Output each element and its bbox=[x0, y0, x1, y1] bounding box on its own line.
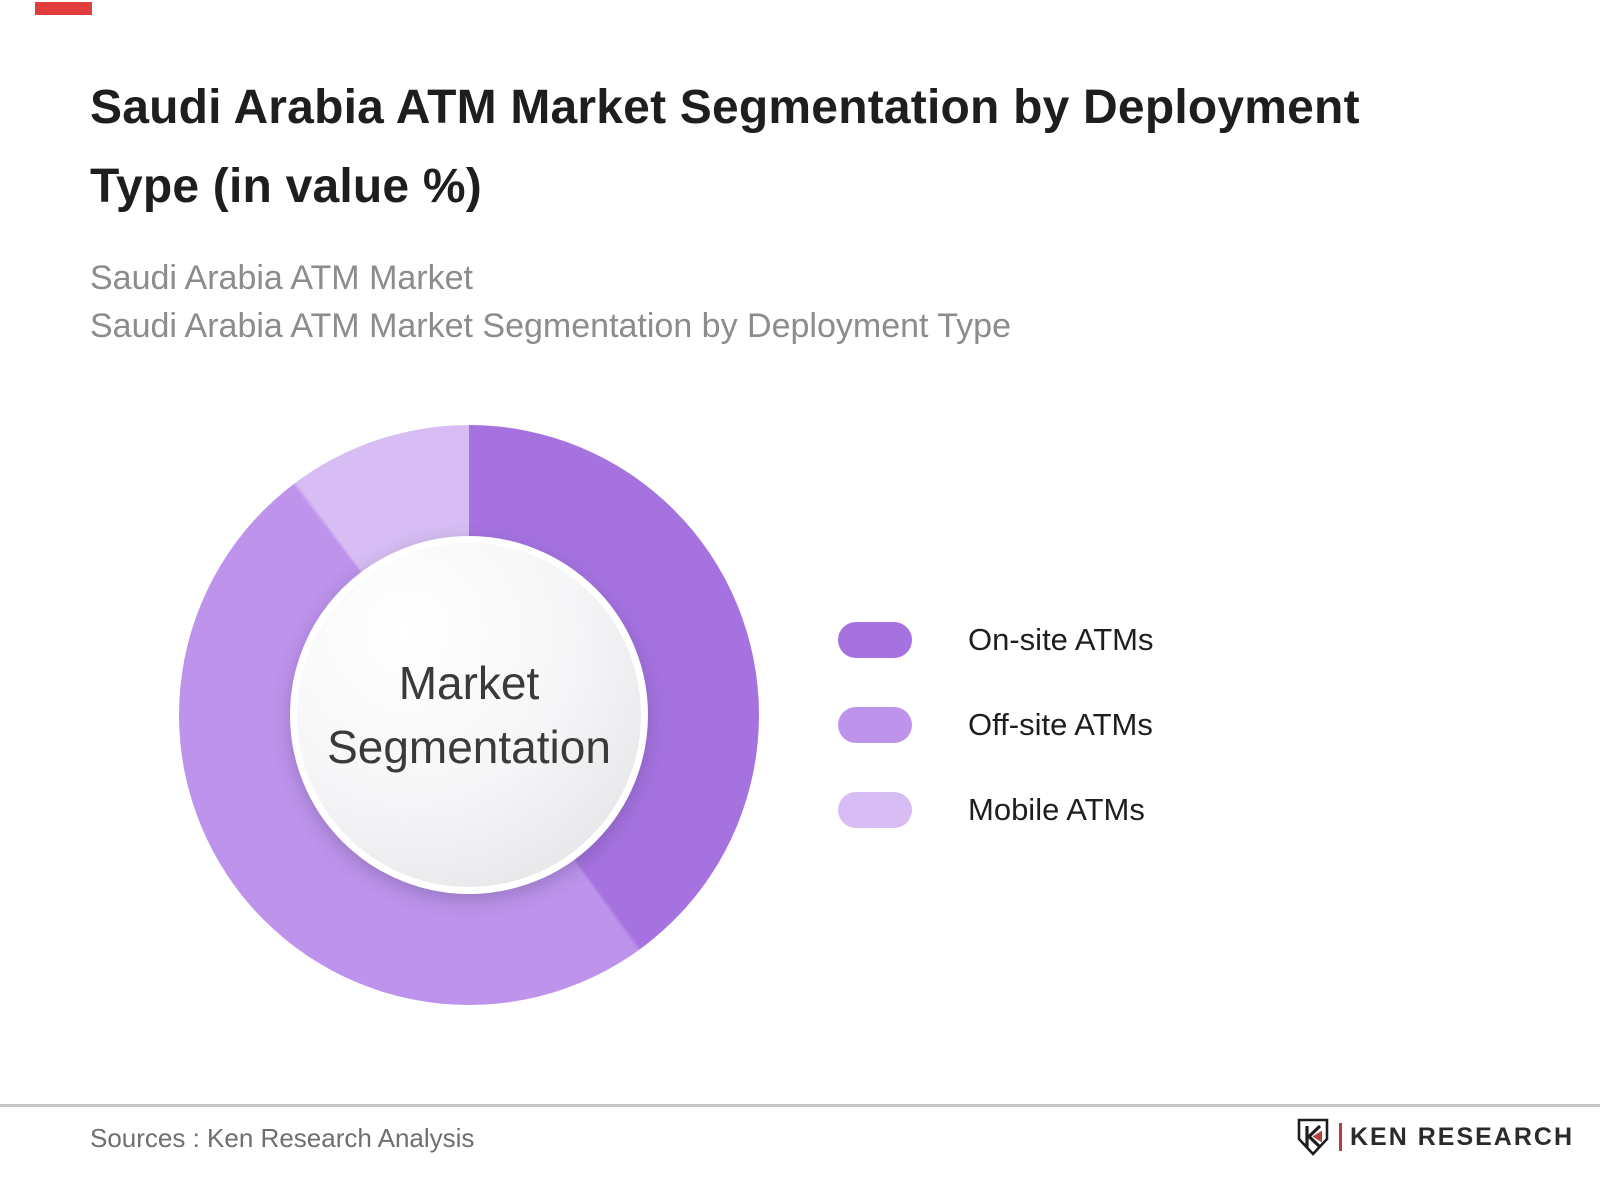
legend-swatch bbox=[838, 622, 912, 658]
legend-item: Off-site ATMs bbox=[838, 707, 1153, 743]
donut-center-label-line2: Segmentation bbox=[327, 721, 611, 773]
ken-research-logo: KEN RESEARCH bbox=[1296, 1118, 1574, 1156]
logo-separator bbox=[1339, 1123, 1342, 1151]
donut-center-circle: Market Segmentation bbox=[290, 536, 648, 894]
source-note: Sources : Ken Research Analysis bbox=[90, 1123, 475, 1153]
logo-brand-text: KEN RESEARCH bbox=[1350, 1122, 1575, 1151]
legend-label: Off-site ATMs bbox=[968, 707, 1153, 742]
logo-shield-icon bbox=[1297, 1118, 1329, 1156]
top-accent-bar bbox=[35, 2, 92, 15]
chart-legend: On-site ATMs Off-site ATMs Mobile ATMs bbox=[838, 622, 1153, 877]
donut-chart: Market Segmentation bbox=[179, 425, 759, 1005]
legend-swatch bbox=[838, 707, 912, 743]
legend-item: Mobile ATMs bbox=[838, 792, 1153, 828]
footer-divider bbox=[0, 1104, 1600, 1107]
page-title: Saudi Arabia ATM Market Segmentation by … bbox=[90, 68, 1360, 226]
chart-subtitle-line2: Saudi Arabia ATM Market Segmentation by … bbox=[90, 307, 1012, 345]
donut-center-label-line1: Market bbox=[398, 657, 540, 709]
legend-label: On-site ATMs bbox=[968, 622, 1154, 657]
page-title-line1: Saudi Arabia ATM Market Segmentation by … bbox=[90, 81, 1360, 134]
legend-swatch bbox=[838, 792, 912, 828]
chart-subtitle: Saudi Arabia ATM Market Saudi Arabia ATM… bbox=[90, 254, 1011, 350]
legend-label: Mobile ATMs bbox=[968, 792, 1145, 827]
page-title-line2: Type (in value %) bbox=[90, 160, 482, 213]
chart-subtitle-line1: Saudi Arabia ATM Market bbox=[90, 259, 473, 297]
legend-item: On-site ATMs bbox=[838, 622, 1153, 658]
